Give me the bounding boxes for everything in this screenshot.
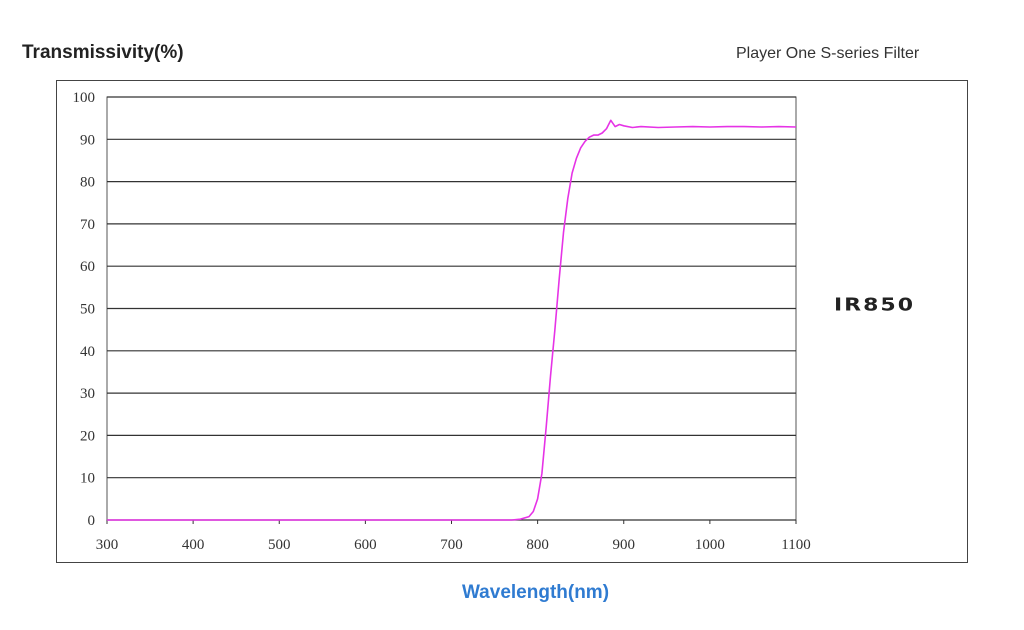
y-tick-label: 90 (80, 132, 95, 148)
x-tick-label: 300 (96, 537, 119, 553)
y-tick-label: 70 (80, 217, 95, 233)
y-tick-label: 100 (73, 90, 96, 106)
transmission-curve (107, 119, 797, 521)
y-tick-label: 80 (80, 175, 95, 191)
x-tick-label: 500 (268, 537, 291, 553)
x-tick-label: 600 (354, 537, 377, 553)
chart-subtitle: Player One S-series Filter (736, 45, 920, 62)
chart-frame (56, 80, 968, 563)
y-tick-label: 30 (80, 386, 95, 402)
x-axis-label: Wavelength(nm) (461, 582, 610, 603)
y-tick-label: 10 (80, 471, 95, 487)
filter-model-label: IR850 (834, 295, 916, 316)
y-tick-label: 50 (80, 302, 95, 318)
x-tick-label: 900 (613, 537, 636, 553)
y-tick-label: 20 (80, 428, 95, 444)
chart-title: Transmissivity(%) (22, 42, 184, 63)
x-tick-label: 400 (182, 537, 205, 553)
y-tick-label: 60 (80, 259, 95, 275)
x-tick-label: 800 (526, 537, 549, 553)
x-tick-label: 1000 (695, 537, 725, 553)
x-tick-label: 700 (440, 537, 463, 553)
y-tick-label: 0 (88, 513, 96, 529)
y-tick-label: 40 (80, 344, 95, 360)
x-tick-label: 1100 (781, 537, 810, 553)
